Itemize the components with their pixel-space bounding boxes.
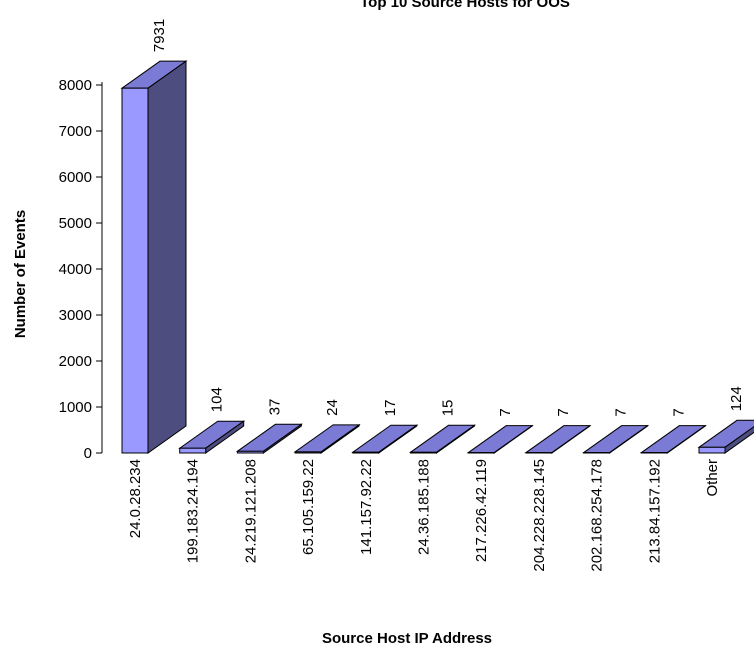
bar-front-face <box>179 447 207 454</box>
bar <box>524 424 592 454</box>
y-axis-title: Number of Events <box>12 210 29 338</box>
data-label: 7 <box>613 408 630 416</box>
data-label: 7 <box>497 408 514 416</box>
data-label: 7 <box>670 408 687 416</box>
y-tick-label: 8000 <box>59 77 92 94</box>
x-tick-label: 202.168.254.178 <box>589 459 606 572</box>
bar-front-face <box>352 451 380 454</box>
y-tick-label: 4000 <box>59 261 92 278</box>
y-tick-label: 0 <box>84 445 92 462</box>
data-label: 17 <box>382 400 399 417</box>
data-label: 24 <box>324 399 341 416</box>
bar-front-face <box>294 451 322 454</box>
bar <box>639 424 707 454</box>
bar <box>697 419 754 454</box>
y-tick-label: 2000 <box>59 353 92 370</box>
y-tick-label: 5000 <box>59 215 92 232</box>
bar-front-face <box>236 450 264 454</box>
x-tick-label: 141.157.92.22 <box>358 459 375 555</box>
data-label: 37 <box>266 399 283 416</box>
data-label: 104 <box>209 387 226 412</box>
data-label: 7 <box>555 408 572 416</box>
bar <box>408 424 477 454</box>
x-tick-label: 204.228.228.145 <box>531 459 548 572</box>
x-tick-label: Other <box>704 459 721 497</box>
y-tick-label: 6000 <box>59 169 92 186</box>
bar <box>582 424 650 454</box>
bar <box>351 424 419 454</box>
x-tick-label: 24.36.185.188 <box>416 459 433 555</box>
bar-front-face <box>698 446 726 454</box>
x-axis-title: Source Host IP Address <box>322 630 492 647</box>
bar <box>120 60 188 454</box>
x-tick-label: 65.105.159.22 <box>300 459 317 555</box>
bar <box>466 424 534 454</box>
bar <box>178 420 246 454</box>
chart-title: Top 10 Source Hosts for OOS <box>360 0 570 11</box>
x-tick-label: 199.183.24.194 <box>185 459 202 563</box>
x-tick-label: 213.84.157.192 <box>646 459 663 563</box>
x-tick-label: 24.0.28.234 <box>127 459 144 538</box>
bar-side-face <box>147 60 187 454</box>
data-label: 15 <box>440 400 457 417</box>
y-tick-label: 7000 <box>59 123 92 140</box>
bar <box>235 423 303 454</box>
y-tick-label: 3000 <box>59 307 92 324</box>
x-tick-label: 217.226.42.119 <box>473 459 490 562</box>
bar-front-face <box>121 87 149 454</box>
y-tick-label: 1000 <box>59 399 92 416</box>
x-tick-label: 24.219.121.208 <box>242 459 259 563</box>
bar <box>293 423 361 454</box>
bar-front-face <box>410 451 437 454</box>
data-label: 124 <box>728 386 745 411</box>
data-label: 7931 <box>151 19 168 52</box>
